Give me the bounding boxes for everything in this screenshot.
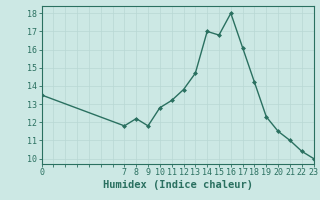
X-axis label: Humidex (Indice chaleur): Humidex (Indice chaleur): [103, 180, 252, 190]
